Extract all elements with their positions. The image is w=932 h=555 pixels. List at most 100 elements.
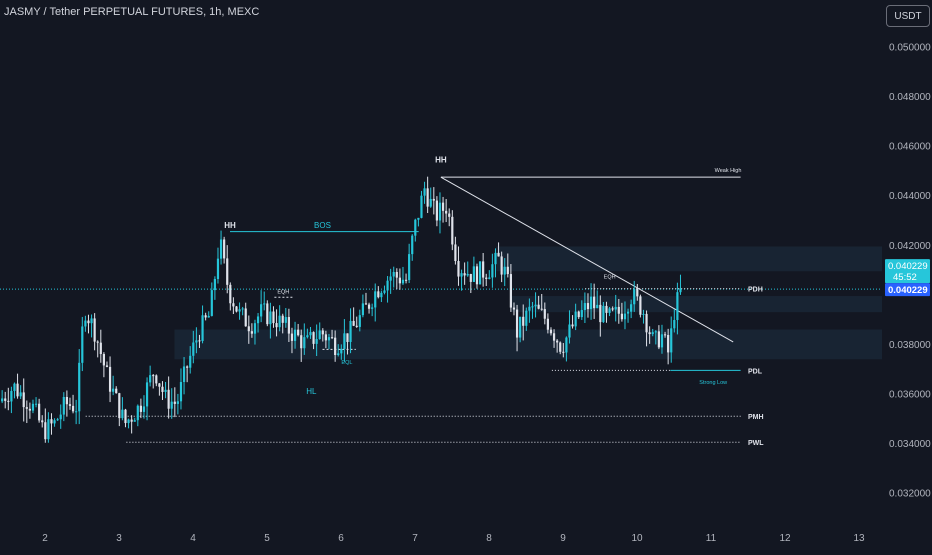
candle	[75, 399, 78, 425]
candle	[238, 302, 241, 320]
candle	[361, 294, 364, 318]
candle	[414, 218, 417, 242]
candle	[404, 273, 408, 284]
candle	[349, 308, 352, 354]
candle	[500, 251, 503, 283]
candle	[503, 258, 506, 287]
candle	[287, 308, 290, 343]
candle	[509, 264, 512, 312]
candle	[364, 292, 368, 305]
candle	[497, 242, 500, 257]
candle	[386, 276, 389, 303]
last-price-badge: 0.040229	[885, 283, 930, 297]
candle	[380, 290, 383, 303]
candle	[158, 382, 161, 396]
candle	[87, 314, 90, 334]
candle	[472, 256, 475, 283]
candle	[463, 262, 466, 285]
zone-1	[496, 246, 882, 272]
candle	[454, 236, 457, 265]
candle	[460, 269, 463, 291]
currency-button[interactable]: USDT	[886, 5, 930, 27]
candle	[432, 187, 435, 215]
candle	[102, 352, 105, 378]
candle	[84, 315, 87, 332]
candle	[528, 298, 531, 323]
candle	[44, 408, 47, 443]
candle	[534, 292, 537, 318]
candle	[241, 306, 244, 316]
candle	[568, 310, 571, 344]
candle	[445, 199, 448, 223]
candle	[515, 304, 519, 352]
candle	[244, 302, 247, 327]
candle	[28, 402, 31, 419]
candle	[90, 314, 93, 338]
candle	[10, 386, 13, 414]
candle	[272, 306, 275, 328]
x-tick-label: 3	[116, 533, 122, 544]
candle	[22, 378, 25, 422]
candle	[352, 307, 355, 327]
candle	[660, 324, 664, 354]
candle	[173, 387, 176, 418]
candle	[284, 307, 287, 328]
candle	[395, 268, 398, 290]
candle	[611, 306, 614, 312]
candle	[586, 293, 590, 318]
candle	[552, 329, 556, 348]
candle	[673, 309, 676, 333]
candle	[204, 312, 207, 321]
candle	[556, 339, 559, 353]
candle	[281, 313, 284, 334]
candle	[367, 302, 371, 314]
candle	[223, 236, 226, 264]
x-tick-label: 2	[42, 533, 48, 544]
candle	[293, 321, 297, 349]
candle	[577, 310, 580, 319]
candle	[546, 313, 549, 334]
candle	[318, 322, 321, 340]
candle	[593, 283, 596, 319]
weak-high-label: Weak High	[715, 168, 742, 174]
candle	[266, 300, 269, 327]
candle	[68, 397, 72, 410]
badge-countdown: 45:52	[893, 272, 917, 283]
hh-label-1: HH	[224, 221, 236, 230]
trend-line[interactable]	[440, 176, 734, 343]
candle	[426, 176, 429, 214]
candle	[398, 268, 401, 290]
candle	[278, 305, 281, 332]
candle	[7, 387, 10, 411]
candle	[62, 392, 65, 422]
candle	[488, 270, 491, 280]
axes-layer: 0.050000 0.048000 0.046000 0.044000 0.042000…	[42, 43, 931, 544]
candle	[346, 333, 349, 355]
candle	[630, 299, 633, 319]
candle	[543, 302, 546, 325]
candle	[583, 292, 586, 324]
candle	[53, 418, 56, 427]
candle	[38, 398, 41, 423]
y-tick-label: 0.038000	[889, 340, 931, 351]
candle	[617, 298, 620, 324]
candle	[602, 301, 605, 323]
candle	[300, 329, 303, 362]
candle	[324, 330, 327, 349]
candle	[112, 375, 115, 396]
badge-last-price: 0.040229	[888, 285, 928, 296]
x-tick-label: 7	[412, 533, 418, 544]
candle	[260, 290, 263, 323]
candle	[608, 306, 611, 317]
zone-3	[174, 329, 882, 360]
candle	[16, 373, 19, 399]
y-tick-label: 0.050000	[889, 43, 931, 54]
candle	[540, 293, 543, 311]
candle	[50, 413, 53, 435]
candle	[648, 326, 651, 344]
candle	[256, 313, 260, 333]
eql-label: EQL	[341, 360, 352, 366]
candle	[145, 377, 149, 421]
